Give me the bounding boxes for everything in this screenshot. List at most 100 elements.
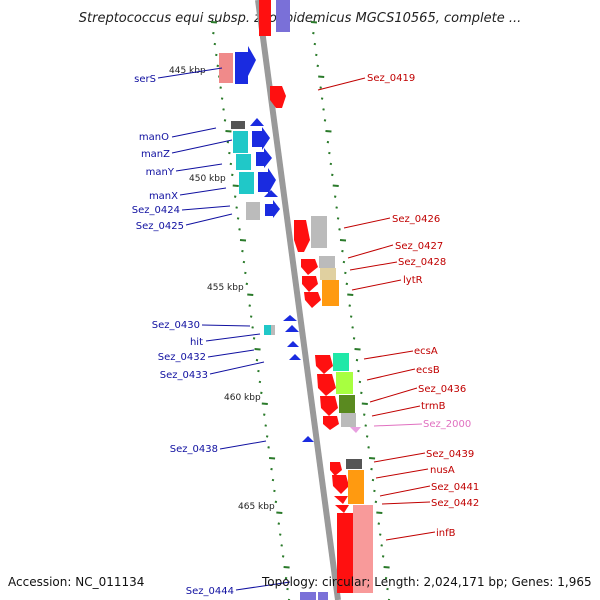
tick-mark	[228, 151, 231, 155]
gene-Sez_0439-feature[interactable]	[346, 459, 362, 469]
gene-Sez_0424-feature[interactable]	[246, 202, 260, 220]
tick-mark	[349, 315, 353, 318]
label-Sez_0426[interactable]: Sez_0426	[392, 214, 440, 225]
gene-Sez_0438-arrow[interactable]	[302, 436, 314, 442]
gene-lytR-feature[interactable]	[322, 280, 339, 306]
label-manZ[interactable]: manZ	[141, 149, 170, 160]
tick-mark	[241, 249, 244, 253]
gene-Sez_0441-arrow[interactable]	[334, 496, 348, 504]
gene-Sez_0425-arrow[interactable]	[265, 200, 280, 218]
gene-manZ-arrow[interactable]	[252, 127, 270, 150]
gene-serS-arrow[interactable]	[235, 46, 256, 84]
label-Sez_0424[interactable]: Sez_0424	[132, 205, 180, 216]
gene-serS-feature[interactable]	[219, 53, 233, 83]
label-manY[interactable]: manY	[146, 167, 175, 178]
label-Sez_0428[interactable]: Sez_0428	[398, 257, 446, 268]
tick-mark	[345, 282, 349, 286]
tick-mark	[325, 130, 332, 133]
gene-trmB-feature[interactable]	[341, 413, 356, 427]
gene-Sez_0430-arrow[interactable]	[283, 315, 297, 321]
gene-ecsA-feature[interactable]	[333, 353, 349, 371]
leader-Sez_0419	[317, 77, 366, 91]
label-Sez_0432[interactable]: Sez_0432	[158, 352, 206, 363]
tick-mark	[213, 42, 217, 46]
gene-infB-feature-b[interactable]	[353, 505, 373, 593]
gene-manO-feature[interactable]	[231, 121, 245, 129]
leader-Sez_0441	[379, 485, 431, 497]
label-Sez_0442[interactable]: Sez_0442	[431, 498, 479, 509]
label-Sez_0433[interactable]: Sez_0433	[160, 370, 208, 381]
label-trmB[interactable]: trmB	[421, 401, 446, 412]
gene-top-feature-b[interactable]	[276, 0, 290, 32]
tick-mark	[377, 522, 381, 525]
gene-infB-feature[interactable]	[337, 513, 353, 593]
label-ecsB[interactable]: ecsB	[416, 365, 440, 376]
tick-mark	[326, 140, 330, 144]
gene-bottom-feature-a[interactable]	[300, 592, 316, 600]
tick-marks	[210, 21, 391, 600]
label-Sez_0419[interactable]: Sez_0419	[367, 73, 415, 84]
label-Sez_0427[interactable]: Sez_0427	[395, 241, 443, 252]
tick-mark	[244, 271, 247, 275]
gene-nusA-feature[interactable]	[348, 470, 364, 504]
gene-manY-feature[interactable]	[236, 154, 251, 170]
tick-mark	[283, 566, 290, 569]
gene-Sez_0436-arrow[interactable]	[320, 396, 338, 416]
gene-Sez_0419-arrow[interactable]	[270, 86, 286, 108]
gene-Sez_0433-arrow[interactable]	[289, 354, 301, 360]
gene-ecsB-feature[interactable]	[336, 372, 353, 394]
label-Sez_0438[interactable]: Sez_0438	[170, 444, 218, 455]
gene-Sez_0424-arrow[interactable]	[264, 190, 278, 197]
tick-mark	[249, 315, 253, 318]
gene-nusA-arrow[interactable]	[332, 475, 349, 494]
label-Sez_0439[interactable]: Sez_0439	[426, 449, 474, 460]
label-hit[interactable]: hit	[190, 337, 203, 348]
gene-hit-arrow[interactable]	[285, 325, 299, 332]
label-lytR[interactable]: lytR	[403, 275, 423, 286]
gene-manX-feature[interactable]	[239, 172, 254, 194]
gene-Sez_2000-arrow[interactable]	[350, 427, 361, 433]
tick-mark	[333, 195, 337, 198]
label-manO[interactable]: manO	[139, 132, 169, 143]
tick-mark	[354, 348, 361, 351]
label-serS[interactable]: serS	[134, 74, 156, 85]
label-Sez_2000[interactable]: Sez_2000	[423, 419, 471, 430]
label-ecsA[interactable]: ecsA	[414, 346, 438, 357]
gene-Sez_0436-feature[interactable]	[339, 395, 355, 413]
label-nusA[interactable]: nusA	[430, 465, 455, 476]
gene-Sez_0428-arrow[interactable]	[302, 276, 318, 292]
gene-top-feature-a[interactable]	[259, 0, 271, 36]
label-Sez_0430[interactable]: Sez_0430	[152, 320, 200, 331]
tick-mark	[215, 53, 218, 57]
label-Sez_0441[interactable]: Sez_0441	[431, 482, 479, 493]
label-infB[interactable]: infB	[436, 528, 456, 539]
gene-Sez_0439-arrow[interactable]	[330, 462, 342, 476]
kbp-label-445: 445 kbp	[169, 66, 206, 76]
gene-ecsB-arrow[interactable]	[317, 374, 336, 396]
gene-Sez_0427-feature[interactable]	[319, 256, 335, 268]
gene-manY-arrow[interactable]	[256, 148, 272, 168]
gene-Sez_0430-feature-b[interactable]	[271, 325, 275, 335]
gene-manZ-feature[interactable]	[233, 131, 248, 153]
gene-Sez_0442-arrow[interactable]	[335, 505, 349, 513]
tick-mark	[260, 391, 263, 395]
gene-Sez_0432-arrow[interactable]	[287, 341, 299, 347]
label-Sez_0425[interactable]: Sez_0425	[136, 221, 184, 232]
gene-Sez_0427-arrow[interactable]	[301, 259, 318, 275]
label-Sez_0444[interactable]: Sez_0444	[186, 586, 234, 597]
gene-Sez_0430-feature[interactable]	[264, 325, 271, 335]
gene-Sez_0426-feature[interactable]	[311, 216, 327, 248]
tick-mark	[363, 413, 366, 416]
label-Sez_0436[interactable]: Sez_0436	[418, 384, 466, 395]
gene-trmB-arrow[interactable]	[323, 416, 339, 430]
gene-Sez_0428-feature[interactable]	[320, 268, 336, 280]
label-manX[interactable]: manX	[149, 191, 178, 202]
gene-lytR-arrow[interactable]	[304, 292, 321, 308]
gene-manX-arrow[interactable]	[258, 168, 276, 194]
gene-Sez_0426-arrow[interactable]	[294, 220, 310, 252]
gene-ecsA-arrow[interactable]	[315, 355, 333, 374]
tick-mark	[276, 511, 283, 514]
gene-bottom-feature-b[interactable]	[318, 592, 328, 600]
tick-mark	[258, 380, 262, 384]
gene-manO-arrow[interactable]	[250, 118, 264, 126]
